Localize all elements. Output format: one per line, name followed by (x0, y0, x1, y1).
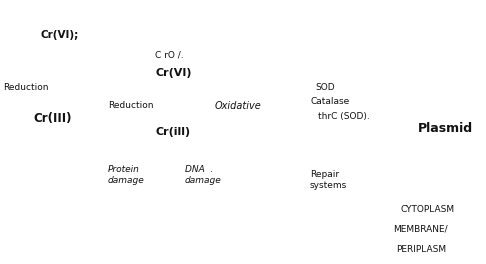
Text: Cr(ill): Cr(ill) (155, 127, 190, 137)
Text: Cr(VI);: Cr(VI); (40, 30, 78, 40)
Text: Reduction: Reduction (108, 101, 154, 110)
Text: Catalase: Catalase (310, 97, 349, 106)
Text: SOD: SOD (315, 83, 335, 92)
Text: CYTOPLASM: CYTOPLASM (400, 205, 454, 214)
Text: thrC (SOD).: thrC (SOD). (318, 112, 370, 121)
Text: Repair
systems: Repair systems (310, 170, 347, 190)
Text: DNA  .
damage: DNA . damage (185, 165, 222, 185)
Text: Protein
damage: Protein damage (108, 165, 145, 185)
Text: Cr(VI): Cr(VI) (155, 68, 191, 78)
Text: MEMBRANE/: MEMBRANE/ (393, 225, 448, 234)
Text: Oxidative: Oxidative (215, 101, 262, 111)
Text: Plasmid: Plasmid (418, 122, 473, 135)
Text: Cr(III): Cr(III) (33, 112, 71, 125)
Text: PERIPLASM: PERIPLASM (396, 245, 446, 254)
Text: C rO /.: C rO /. (155, 50, 184, 59)
Text: Reduction: Reduction (3, 83, 49, 92)
